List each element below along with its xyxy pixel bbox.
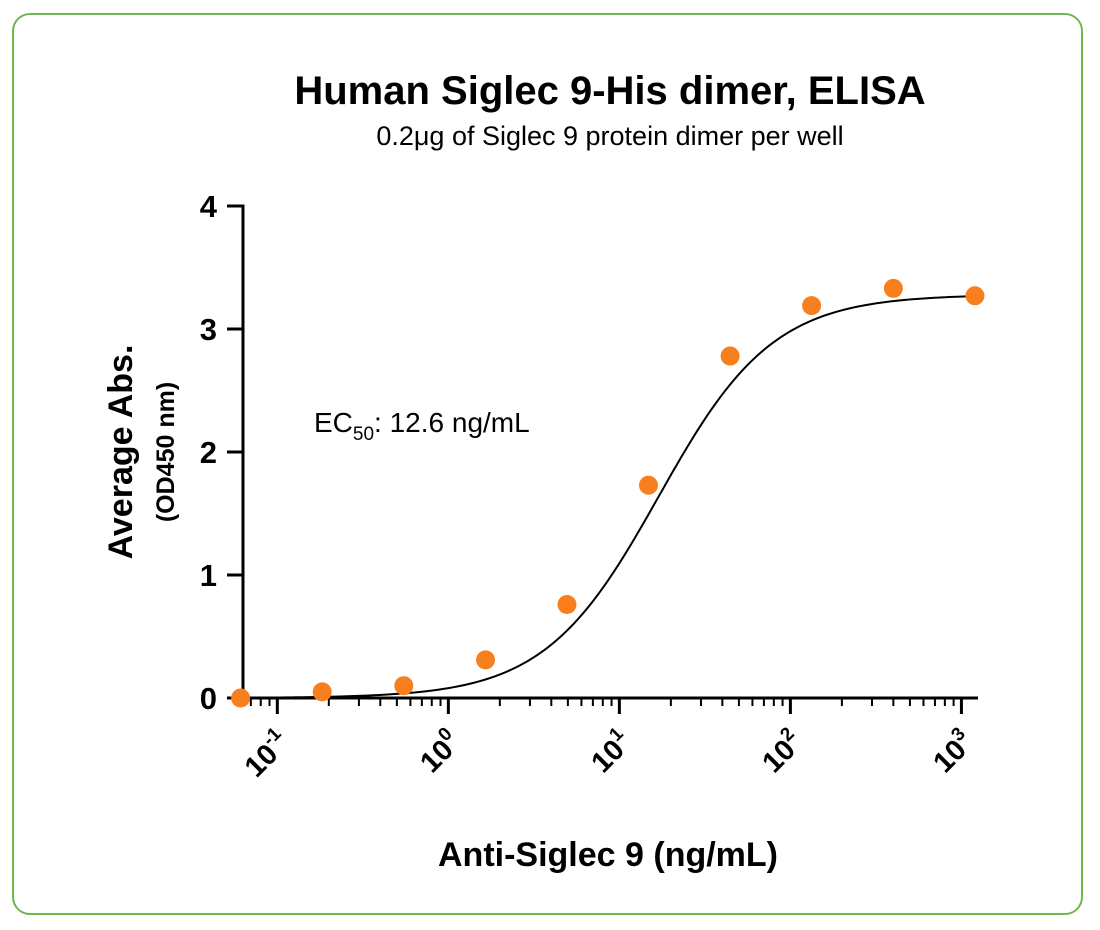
y-tick-label-3: 3	[200, 312, 217, 347]
ec50-subscript: 50	[353, 424, 374, 445]
y-tick-label-4: 4	[200, 189, 218, 224]
y-axis-label-group: Average Abs. (OD450 nm)	[102, 345, 180, 560]
fit-layer	[240, 295, 975, 699]
x-tick-label-1: 100	[412, 723, 468, 779]
data-point-0-9	[965, 286, 985, 306]
data-point-0-1	[312, 682, 332, 702]
data-point-0-8	[883, 278, 903, 298]
data-point-0-0	[231, 688, 251, 708]
data-point-0-7	[802, 296, 822, 316]
x-tick-label-2: 101	[583, 723, 639, 779]
x-tick-label-0: 10-1	[236, 723, 297, 784]
x-tick-label-3: 102	[754, 723, 810, 779]
y-tick-label-1: 1	[200, 558, 217, 593]
data-point-0-4	[557, 595, 577, 615]
x-axis-label: Anti-Siglec 9 (ng/mL)	[438, 836, 778, 874]
chart-subtitle: 0.2μg of Siglec 9 protein dimer per well	[376, 121, 843, 151]
chart-title: Human Siglec 9-His dimer, ELISA	[294, 69, 925, 113]
y-tick-label-0: 0	[200, 681, 217, 716]
chart-frame	[12, 13, 1083, 915]
y-axis-label: Average Abs.	[102, 345, 140, 560]
ec50-value: : 12.6 ng/mL	[374, 407, 530, 438]
fit-curve	[240, 295, 975, 699]
ec50-annotation: EC50: 12.6 ng/mL	[314, 407, 530, 445]
y-axis-label-unit: (OD450 nm)	[152, 382, 180, 522]
data-point-0-6	[720, 346, 740, 366]
data-point-0-5	[638, 475, 658, 495]
data-point-0-2	[394, 676, 414, 696]
data-point-0-3	[476, 650, 496, 670]
points-layer	[231, 278, 985, 708]
ec50-prefix: EC	[314, 407, 353, 438]
y-tick-label-2: 2	[200, 435, 217, 470]
x-tick-label-4: 103	[925, 723, 981, 779]
